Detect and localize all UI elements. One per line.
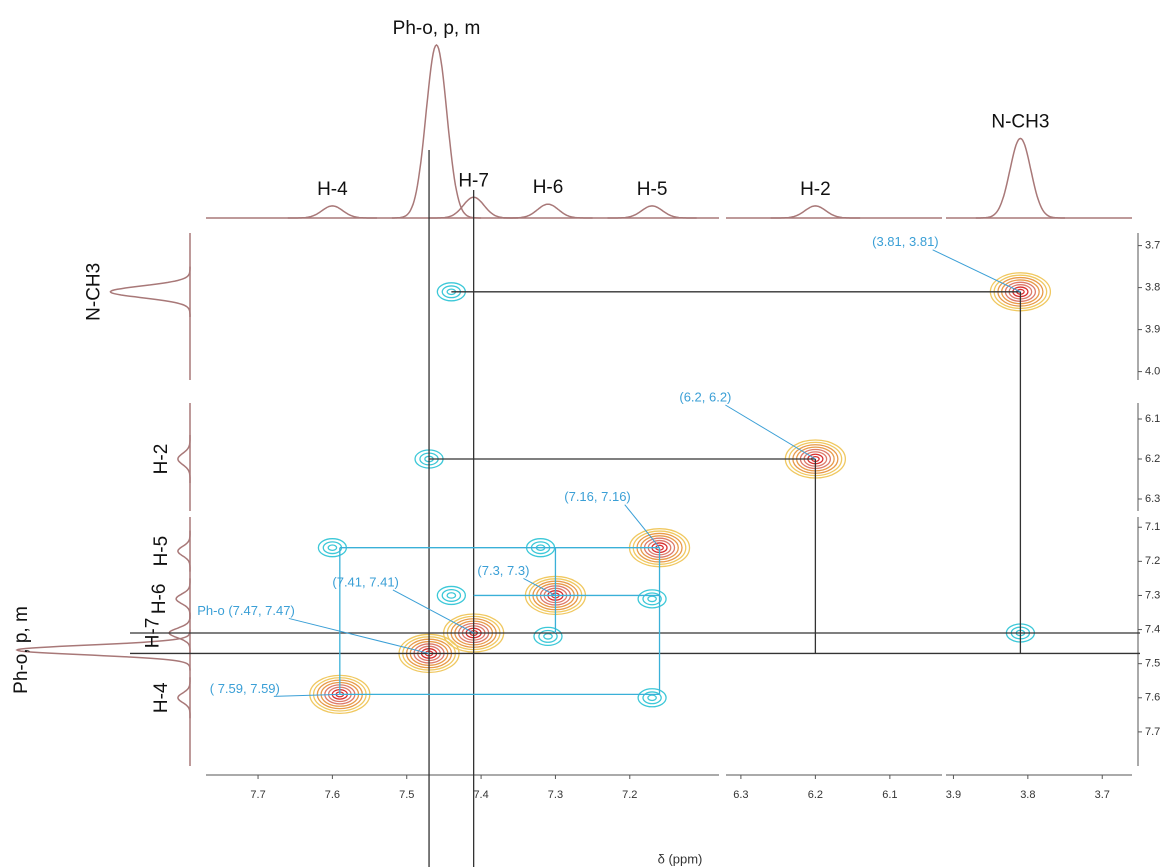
left-signal-label: N-CH3 xyxy=(83,263,104,321)
y-tick-label: 7.7 xyxy=(1145,726,1160,738)
contour xyxy=(538,629,558,643)
x-tick-label: 6.3 xyxy=(733,789,748,801)
top-signal xyxy=(975,137,1065,219)
annotation-label: (7.16, 7.16) xyxy=(564,489,631,504)
top-signal-label: Ph-o, p, m xyxy=(393,18,481,39)
left-signal-label: H-4 xyxy=(151,682,172,713)
contour xyxy=(543,633,553,640)
annotation-label: (7.3, 7.3) xyxy=(477,563,529,578)
contour xyxy=(637,688,667,708)
x-tick-label: 3.9 xyxy=(946,789,961,801)
top-signal-label: N-CH3 xyxy=(991,111,1049,132)
left-signal xyxy=(177,677,191,719)
x-axis-label: δ (ppm) xyxy=(658,851,703,866)
annotation-pointer xyxy=(725,404,816,460)
x-tick-label: 7.3 xyxy=(548,789,563,801)
top-signal-label: H-5 xyxy=(637,179,668,200)
annotation-label: (3.81, 3.81) xyxy=(872,234,939,249)
annotation-pointer xyxy=(392,589,474,634)
cross-peak xyxy=(436,585,466,606)
annotation-label: Ph-o (7.47, 7.47) xyxy=(197,603,295,618)
y-tick-label: 7.1 xyxy=(1145,521,1160,533)
top-signal-label: H-4 xyxy=(317,179,348,200)
y-tick-label: 6.2 xyxy=(1145,453,1160,465)
left-signal-label: H-5 xyxy=(151,536,172,567)
contour xyxy=(322,541,343,555)
top-signal-label: H-2 xyxy=(800,179,831,200)
annotation-label: ( 7.59, 7.59) xyxy=(210,681,280,696)
top-signal xyxy=(391,43,482,219)
contour xyxy=(642,691,662,705)
x-tick-label: 6.2 xyxy=(808,789,823,801)
y-tick-label: 7.2 xyxy=(1145,555,1160,567)
left-signal-label: Ph-o, p, m xyxy=(11,606,32,694)
x-tick-label: 3.7 xyxy=(1095,789,1110,801)
x-tick-label: 6.1 xyxy=(882,789,897,801)
contour xyxy=(436,585,466,606)
annotation-pointer xyxy=(624,504,660,549)
contour xyxy=(637,589,667,609)
top-signal xyxy=(770,205,861,219)
x-tick-label: 7.7 xyxy=(250,789,265,801)
contour xyxy=(441,588,462,602)
x-tick-label: 7.6 xyxy=(325,789,340,801)
top-signal xyxy=(503,203,593,219)
annotation-pointer xyxy=(273,693,340,697)
y-tick-label: 7.4 xyxy=(1145,623,1160,635)
y-tick-label: 4.0 xyxy=(1145,366,1160,378)
contour xyxy=(647,595,657,603)
y-tick-label: 3.7 xyxy=(1145,240,1160,252)
annotation-pointer xyxy=(523,578,556,596)
annotation-label: (6.2, 6.2) xyxy=(679,389,731,404)
x-tick-label: 7.2 xyxy=(622,789,637,801)
contour xyxy=(533,626,563,647)
contour xyxy=(446,592,457,599)
y-tick-label: 3.9 xyxy=(1145,324,1160,336)
y-tick-label: 7.5 xyxy=(1145,658,1160,670)
cross-peak xyxy=(637,589,667,609)
left-signal xyxy=(15,629,191,671)
left-signal-label: H-2 xyxy=(151,444,172,475)
contour xyxy=(642,592,662,606)
x-tick-label: 7.4 xyxy=(473,789,488,801)
left-signal xyxy=(177,435,191,483)
annotation-pointer xyxy=(288,617,430,654)
x-tick-label: 3.8 xyxy=(1020,789,1035,801)
annotation-label: (7.41, 7.41) xyxy=(332,574,399,589)
y-tick-label: 6.1 xyxy=(1145,413,1160,425)
top-signal xyxy=(607,205,697,219)
top-signal-label: H-7 xyxy=(458,170,489,191)
top-signal xyxy=(287,205,377,219)
y-tick-label: 3.8 xyxy=(1145,282,1160,294)
cross-peak xyxy=(637,688,667,708)
left-signal xyxy=(175,578,191,620)
left-signal xyxy=(109,266,191,317)
y-tick-label: 6.3 xyxy=(1145,493,1160,505)
y-tick-label: 7.3 xyxy=(1145,589,1160,601)
left-signal xyxy=(177,530,191,572)
x-tick-label: 7.5 xyxy=(399,789,414,801)
top-signal-label: H-6 xyxy=(533,177,564,198)
y-tick-label: 7.6 xyxy=(1145,692,1160,704)
annotation-pointer xyxy=(932,249,1021,293)
contour xyxy=(327,544,338,552)
cross-peak xyxy=(533,626,563,647)
left-signal-label: H-6 xyxy=(149,584,170,615)
contour xyxy=(647,694,657,702)
